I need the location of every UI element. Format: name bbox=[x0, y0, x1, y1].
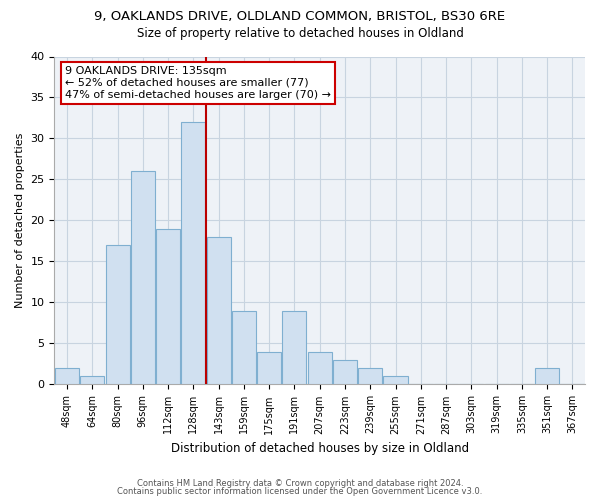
Bar bbox=[55, 368, 79, 384]
Bar bbox=[358, 368, 382, 384]
Bar bbox=[257, 352, 281, 384]
Bar bbox=[333, 360, 357, 384]
X-axis label: Distribution of detached houses by size in Oldland: Distribution of detached houses by size … bbox=[170, 442, 469, 455]
Bar bbox=[383, 376, 407, 384]
Text: Size of property relative to detached houses in Oldland: Size of property relative to detached ho… bbox=[137, 28, 463, 40]
Bar bbox=[80, 376, 104, 384]
Bar bbox=[308, 352, 332, 384]
Bar bbox=[106, 245, 130, 384]
Text: 9, OAKLANDS DRIVE, OLDLAND COMMON, BRISTOL, BS30 6RE: 9, OAKLANDS DRIVE, OLDLAND COMMON, BRIST… bbox=[94, 10, 506, 23]
Bar bbox=[131, 172, 155, 384]
Bar bbox=[181, 122, 205, 384]
Bar bbox=[535, 368, 559, 384]
Bar bbox=[283, 310, 307, 384]
Bar bbox=[232, 310, 256, 384]
Bar bbox=[156, 228, 180, 384]
Text: Contains public sector information licensed under the Open Government Licence v3: Contains public sector information licen… bbox=[118, 487, 482, 496]
Y-axis label: Number of detached properties: Number of detached properties bbox=[15, 133, 25, 308]
Text: 9 OAKLANDS DRIVE: 135sqm
← 52% of detached houses are smaller (77)
47% of semi-d: 9 OAKLANDS DRIVE: 135sqm ← 52% of detach… bbox=[65, 66, 331, 100]
Bar bbox=[206, 237, 230, 384]
Text: Contains HM Land Registry data © Crown copyright and database right 2024.: Contains HM Land Registry data © Crown c… bbox=[137, 478, 463, 488]
